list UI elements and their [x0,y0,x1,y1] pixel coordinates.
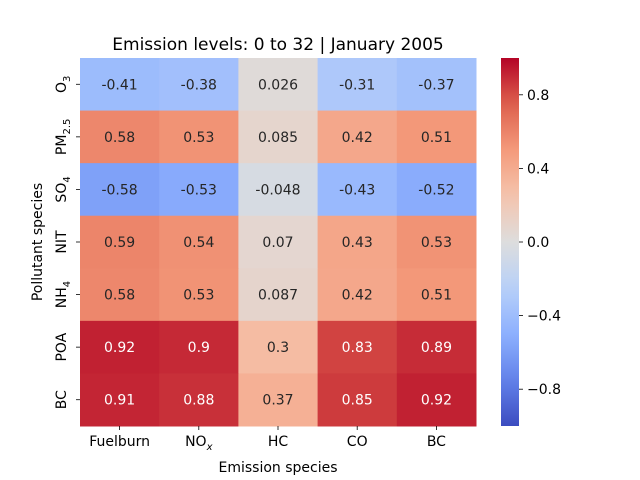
y-tick-label: O3 [54,76,73,93]
cell-value-label: 0.53 [183,130,214,146]
y-tick-label: PM2.5 [54,119,73,155]
cell-value-label: 0.88 [183,393,214,409]
colorbar: 0.8 0.4 0.0 −0.4 −0.8 [501,58,561,426]
heatmap-cell [80,373,160,427]
colorbar-tick-label: −0.4 [527,309,561,325]
heatmap-cell [80,163,160,217]
heatmap-cell [317,163,398,217]
cell-value-label: 0.07 [262,235,293,251]
cell-value-label: 0.92 [104,340,135,356]
cell-value-label: -0.38 [181,77,217,93]
x-tick-label: CO [347,434,368,450]
heatmap-cell [159,58,239,112]
cell-value-label: 0.92 [421,393,452,409]
cell-value-label: 0.85 [342,393,373,409]
heatmap-cell [238,215,319,269]
cell-value-label: -0.52 [418,182,454,198]
cell-value-label: 0.83 [342,340,373,356]
heatmap-cell [80,215,160,269]
cell-value-label: -0.31 [339,77,375,93]
colorbar-tick-label: 0.0 [527,235,549,251]
x-axis-ticks: Fuelburn NOx HC CO BC [89,426,446,453]
heatmap-cell [396,320,477,374]
colorbar-tick-label: 0.8 [527,88,549,104]
cell-value-label: 0.43 [342,235,373,251]
cell-value-label: 0.89 [421,340,452,356]
heatmap-cell [80,268,160,322]
cell-value-label: 0.3 [267,340,289,356]
heatmap-cell [317,58,398,112]
heatmap-cell [80,58,160,112]
cell-value-label: 0.42 [342,130,373,146]
heatmap-cell [238,163,319,217]
heatmap-cell [317,110,398,164]
x-axis-label: Emission species [218,460,337,476]
cell-value-label: -0.58 [101,182,137,198]
cell-value-label: 0.087 [258,288,298,304]
cell-value-label: 0.53 [183,288,214,304]
heatmap-cell [317,373,398,427]
heatmap-cell [317,215,398,269]
cell-value-label: -0.53 [181,182,217,198]
y-tick-label: POA [54,332,70,361]
heatmap-cells: -0.41 -0.38 0.026 -0.31 -0.37 0.58 0.53 0.085 0.… [80,58,477,427]
cell-value-label: 0.91 [104,393,135,409]
heatmap-cell [238,268,319,322]
cell-value-label: 0.53 [421,235,452,251]
heatmap-cell [238,320,319,374]
y-tick-label: BC [54,390,70,409]
x-tick-label: BC [427,434,446,450]
heatmap-cell [396,163,477,217]
y-tick-label: SO4 [54,176,73,202]
y-tick-label: NH4 [54,281,73,308]
x-tick-label: HC [268,434,289,450]
heatmap-cell [159,215,239,269]
cell-value-label: 0.58 [104,130,135,146]
y-tick-label: NIT [54,230,70,254]
cell-value-label: 0.42 [342,288,373,304]
y-axis-label: Pollutant species [30,183,46,301]
cell-value-label: 0.51 [421,288,452,304]
cell-value-label: 0.37 [262,393,293,409]
colorbar-tick-label: −0.8 [527,382,561,398]
chart-title: Emission levels: 0 to 32 | January 2005 [112,35,443,55]
heatmap-cell [317,268,398,322]
heatmap-cell [396,373,477,427]
heatmap-cell [159,110,239,164]
cell-value-label: 0.026 [258,77,298,93]
colorbar-tick-label: 0.4 [527,161,549,177]
cell-value-label: 0.51 [421,130,452,146]
heatmap-cell [80,320,160,374]
x-tick-label: NOx [185,434,213,453]
heatmap-cell [159,163,239,217]
colorbar-gradient [501,58,519,426]
x-tick-label: Fuelburn [89,434,150,450]
heatmap-cell [159,373,239,427]
heatmap-cell [80,110,160,164]
heatmap-cell [317,320,398,374]
heatmap-cell [159,320,239,374]
cell-value-label: -0.37 [418,77,454,93]
heatmap-cell [238,110,319,164]
cell-value-label: 0.54 [183,235,214,251]
cell-value-label: 0.59 [104,235,135,251]
heatmap-cell [238,373,319,427]
cell-value-label: 0.58 [104,288,135,304]
heatmap-cell [159,268,239,322]
heatmap-cell [396,215,477,269]
cell-value-label: -0.43 [339,182,375,198]
cell-value-label: 0.9 [188,340,210,356]
cell-value-label: -0.41 [101,77,137,93]
y-axis-ticks: O3 PM2.5 SO4 NIT NH4 POA BC [54,76,80,409]
heatmap-cell [396,110,477,164]
heatmap-cell [396,58,477,112]
heatmap-cell [238,58,319,112]
cell-value-label: -0.048 [255,182,300,198]
heatmap-cell [396,268,477,322]
cell-value-label: 0.085 [258,130,298,146]
